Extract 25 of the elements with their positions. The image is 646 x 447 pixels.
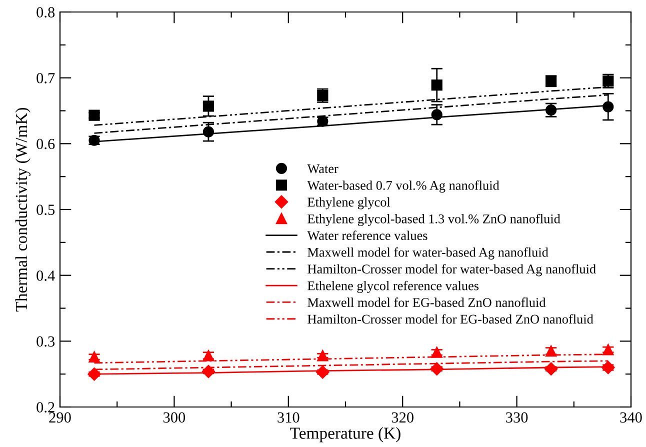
legend-label: Maxwell model for EG-based ZnO nanofluid <box>308 298 546 307</box>
x-tick-label: 300 <box>163 412 186 423</box>
y-axis-title: Thermal conductivity (W/mK) <box>15 108 30 312</box>
y-tick-label: 0.2 <box>36 402 54 413</box>
legend-label: Water reference values <box>307 230 428 240</box>
y-tick-label: 0.4 <box>36 270 55 281</box>
x-tick-label: 330 <box>506 412 528 423</box>
y-tick-label: 0.8 <box>36 7 55 18</box>
legend-label: Maxwell model for water-based Ag nanofluid <box>308 247 548 260</box>
legend-label: Ethelene glycol reference values <box>308 280 479 293</box>
legend-label: Ethylene glycol <box>308 197 390 210</box>
x-tick-label: 320 <box>392 412 414 423</box>
legend-label: Hamilton-Crosser model for EG-based ZnO nanofluid <box>308 314 594 324</box>
legend-label: Water-based 0.7 vol.% Ag nanofluid <box>307 180 500 193</box>
y-tick-label: 0.3 <box>36 336 55 347</box>
y-tick-label: 0.6 <box>36 138 55 150</box>
x-tick-label: 310 <box>278 412 300 423</box>
x-tick-label: 290 <box>49 412 71 423</box>
legend-label: Hamilton-Crosser model for water-based Ag nanofluid <box>308 264 596 276</box>
y-tick-label: 0.5 <box>36 204 55 216</box>
y-tick-label: 0.7 <box>36 72 55 84</box>
legend-label: Water <box>307 164 338 174</box>
legend-label: Ethylene glycol-based 1.3 vol.% ZnO nanofluid <box>308 214 560 226</box>
x-tick-label: 340 <box>620 412 642 423</box>
x-axis-title: Temperature (K) <box>290 427 400 442</box>
